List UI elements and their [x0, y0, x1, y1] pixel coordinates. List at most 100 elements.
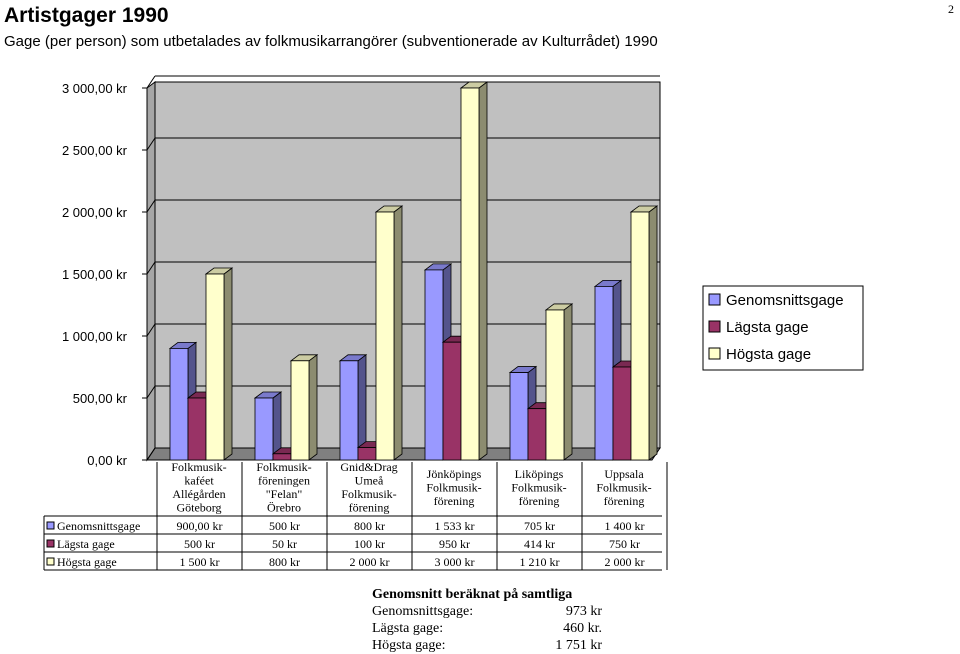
- bar-front: [527, 408, 547, 461]
- bar-2-1: [289, 353, 319, 461]
- table-cell: 800 kr: [269, 555, 300, 569]
- bar-2-2: [374, 205, 404, 461]
- summary-box: Genomsnitt beräknat på samtliga Genomsni…: [372, 586, 622, 654]
- bar-front: [339, 360, 359, 461]
- bar-front: [205, 273, 225, 461]
- bar-side: [563, 303, 573, 461]
- table-cell: 750 kr: [609, 537, 640, 551]
- chart-subtitle: Gage (per person) som utbetalades av fol…: [4, 33, 658, 50]
- summary-value: 460 kr.: [563, 621, 602, 636]
- table-legend-key: [46, 521, 55, 530]
- gridline-side: [146, 323, 156, 337]
- bar-front: [460, 87, 480, 461]
- legend-box: [702, 285, 864, 371]
- x-tick-label: Liköpings: [515, 467, 564, 481]
- table-cell: 3 000 kr: [435, 555, 475, 569]
- table-cell: 500 kr: [269, 519, 300, 533]
- bar-front: [509, 372, 529, 461]
- x-tick-label: Folkmusik-: [341, 487, 396, 501]
- summary-row-highest: Högsta gage: 1 751 kr: [372, 637, 622, 654]
- legend-swatch: [708, 347, 721, 360]
- table-cell: 950 kr: [439, 537, 470, 551]
- chart-title: Artistgager 1990: [4, 4, 169, 27]
- bar-2-5: [629, 205, 659, 461]
- legend-swatch: [708, 320, 721, 333]
- bar-0-2: [338, 353, 368, 461]
- bar-front: [357, 447, 377, 461]
- table-series-name: Lägsta gage: [57, 537, 115, 551]
- gridline-side: [146, 137, 156, 151]
- summary-value: 1 751 kr: [555, 638, 602, 653]
- table-series-name: Genomsnittsgage: [57, 519, 140, 533]
- x-tick-label: Örebro: [267, 501, 301, 515]
- legend-label: Genomsnittsgage: [726, 292, 844, 309]
- summary-row-average: Genomsnittsgage: 973 kr: [372, 603, 622, 620]
- x-tick-label: Folkmusik-: [256, 460, 311, 474]
- table-cell: 800 kr: [354, 519, 385, 533]
- summary-label: Lägsta gage:: [372, 621, 444, 636]
- bar-front: [375, 211, 395, 461]
- summary-title: Genomsnitt beräknat på samtliga: [372, 587, 573, 602]
- x-tick-label: Folkmusik-: [171, 460, 226, 474]
- x-tick-label: Jönköpings: [427, 467, 482, 481]
- legend-label: Högsta gage: [726, 346, 811, 363]
- bar-front: [545, 309, 565, 461]
- x-tick-label: kaféet: [184, 474, 214, 488]
- x-tick-label: förening: [434, 494, 475, 508]
- x-tick-label: Uppsala: [604, 467, 644, 481]
- x-tick-label: Göteborg: [176, 501, 221, 515]
- table-cell: 100 kr: [354, 537, 385, 551]
- x-tick-label: förening: [519, 494, 560, 508]
- bar-side: [478, 81, 488, 461]
- bar-front: [169, 347, 189, 461]
- gridline-side: [146, 261, 156, 275]
- table-cell: 414 kr: [524, 537, 555, 551]
- bar-side: [223, 267, 233, 461]
- x-tick-label: Folkmusik-: [511, 481, 566, 495]
- table-cell: 1 500 kr: [180, 555, 220, 569]
- bar-0-1: [253, 391, 283, 461]
- summary-label: Högsta gage:: [372, 638, 446, 653]
- table-cell: 50 kr: [272, 537, 297, 551]
- gridline-side: [146, 199, 156, 213]
- x-tick-label: förening: [604, 494, 645, 508]
- x-tick-label: Gnid&Drag: [340, 460, 397, 474]
- y-tick-label: 2 500,00 kr: [62, 143, 128, 158]
- bar-side: [648, 205, 658, 461]
- bar-front: [630, 211, 650, 461]
- y-tick-label: 1 500,00 kr: [62, 267, 128, 282]
- table-series-name: Högsta gage: [57, 555, 117, 569]
- bar-2-4: [544, 303, 574, 461]
- y-tick-label: 2 000,00 kr: [62, 205, 128, 220]
- table-cell: 1 400 kr: [605, 519, 645, 533]
- table-legend-key: [46, 557, 55, 566]
- x-tick-label: "Felan": [266, 487, 303, 501]
- y-tick-label: 500,00 kr: [73, 391, 128, 406]
- bar-side: [393, 205, 403, 461]
- summary-value: 973 kr: [565, 604, 602, 619]
- table-cell: 500 kr: [184, 537, 215, 551]
- bar-front: [290, 360, 310, 461]
- gridline-side: [146, 75, 156, 89]
- x-tick-label: föreningen: [258, 474, 310, 488]
- gridline-side: [146, 447, 156, 461]
- bar-front: [187, 397, 207, 461]
- page-number: 2: [948, 2, 954, 16]
- bar-side: [308, 353, 318, 461]
- x-tick-label: Folkmusik-: [426, 481, 481, 495]
- y-tick-label: 0,00 kr: [87, 453, 127, 468]
- y-tick-label: 3 000,00 kr: [62, 81, 128, 96]
- x-tick-label: Allégården: [172, 487, 225, 501]
- table-cell: 2 000 kr: [350, 555, 390, 569]
- bar-front: [442, 341, 462, 461]
- legend-label: Lägsta gage: [726, 319, 809, 336]
- table-cell: 900,00 kr: [177, 519, 223, 533]
- summary-label: Genomsnittsgage:: [372, 604, 474, 619]
- bar-front: [424, 269, 444, 461]
- x-tick-label: förening: [349, 501, 390, 515]
- bar-2-3: [459, 81, 489, 461]
- table-cell: 1 210 kr: [520, 555, 560, 569]
- y-tick-label: 1 000,00 kr: [62, 329, 128, 344]
- bar-front: [254, 397, 274, 461]
